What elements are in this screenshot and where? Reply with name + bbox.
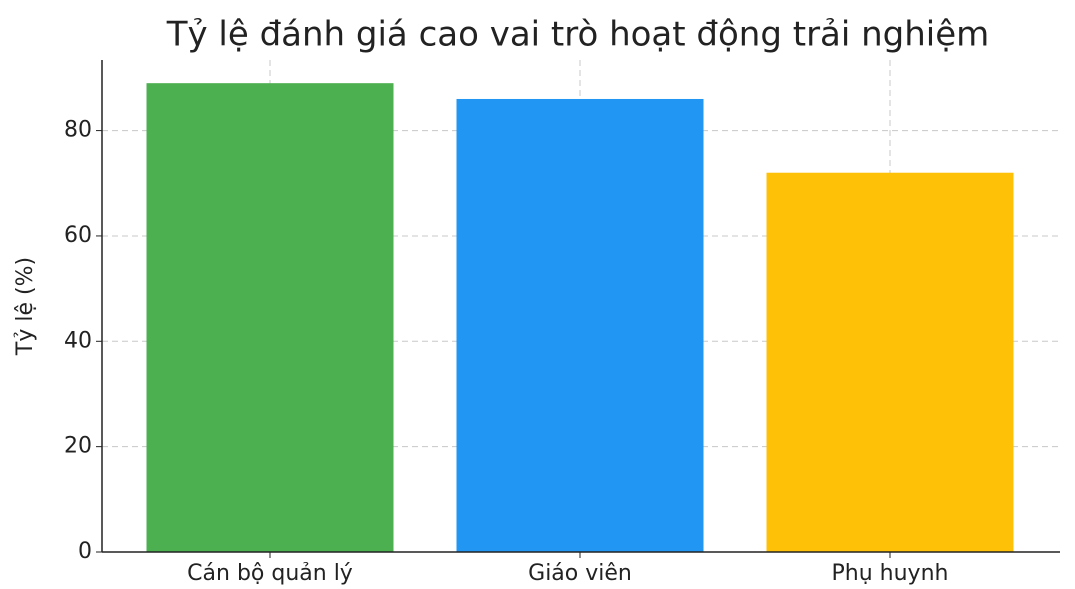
y-axis-label: Tỷ lệ (%) (13, 257, 38, 356)
y-tick-label: 0 (78, 539, 92, 564)
bar (146, 83, 394, 552)
bar (766, 172, 1014, 552)
chart-title: Tỷ lệ đánh giá cao vai trò hoạt động trả… (166, 15, 990, 55)
x-tick-label: Phụ huynh (832, 561, 949, 585)
x-tick-label: Cán bộ quản lý (187, 561, 353, 585)
y-tick-label: 80 (64, 118, 92, 143)
y-tick-label: 40 (64, 328, 92, 353)
y-tick-label: 20 (64, 434, 92, 459)
x-tick-label: Giáo viên (528, 561, 632, 585)
bar (456, 98, 704, 553)
y-tick-label: 60 (64, 223, 92, 248)
